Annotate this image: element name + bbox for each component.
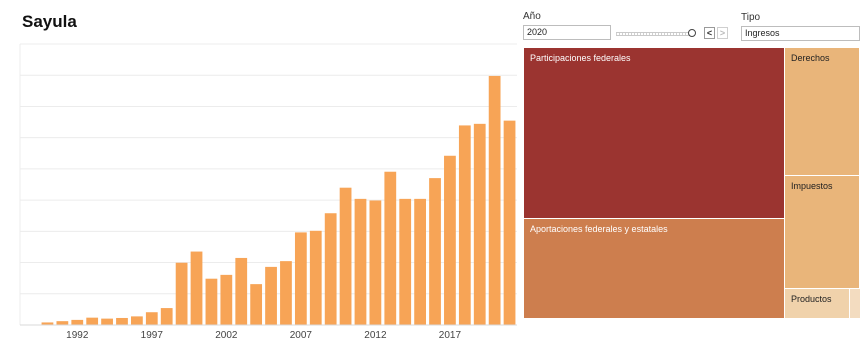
bar [71,319,84,325]
bar [384,171,397,325]
year-slider-thumb[interactable] [688,29,696,37]
bar [250,284,263,325]
x-tick-label: 2012 [364,330,387,338]
year-label: Año [523,11,541,22]
year-input[interactable]: 2020 [523,25,611,40]
bar [160,308,173,325]
treemap-cell-productos[interactable]: Productos [785,289,850,319]
bar [220,274,233,325]
treemap-cell-aportaciones[interactable]: Aportaciones federales y estatales [524,219,785,319]
bar [101,318,113,325]
bar [444,155,456,325]
bar [503,120,516,326]
type-label: Tipo [741,12,761,23]
page-title: Sayula [22,12,77,31]
bar [399,198,412,325]
bar [280,261,292,325]
type-select[interactable]: Ingresos [741,26,860,41]
bar [145,312,158,325]
prev-year-button[interactable]: < [704,27,715,39]
bar [86,317,99,325]
x-tick-label: 1992 [66,330,89,338]
year-slider-track[interactable] [616,32,692,36]
treemap-cell-participaciones[interactable]: Participaciones federales [524,48,785,219]
bar [41,322,54,325]
x-tick-label: 2017 [439,330,462,338]
bar [235,257,248,325]
bar [265,266,277,325]
bar [473,123,486,325]
bar [190,251,203,325]
bar [309,230,322,325]
bar [414,198,426,325]
bar [131,316,143,325]
bar [175,262,188,325]
treemap-cell-derechos[interactable]: Derechos [785,48,860,176]
bar [354,198,367,325]
treemap-cell-impuestos[interactable]: Impuestos [785,176,860,289]
bar [458,125,471,325]
bar-chart: 1992 1997 2002 2007 2012 2017 [19,43,517,338]
bar [429,178,441,325]
bar [205,278,218,325]
next-year-button[interactable]: > [717,27,728,39]
x-tick-label: 2007 [290,330,313,338]
bar [116,317,128,325]
x-tick-label: 2002 [215,330,238,338]
treemap-cell-other[interactable] [850,289,860,319]
bar [369,200,382,325]
x-tick-label: 1997 [141,330,164,338]
bar [339,187,352,325]
bar [488,75,501,325]
bar [294,232,307,325]
bar [324,213,337,325]
bar [56,321,69,325]
